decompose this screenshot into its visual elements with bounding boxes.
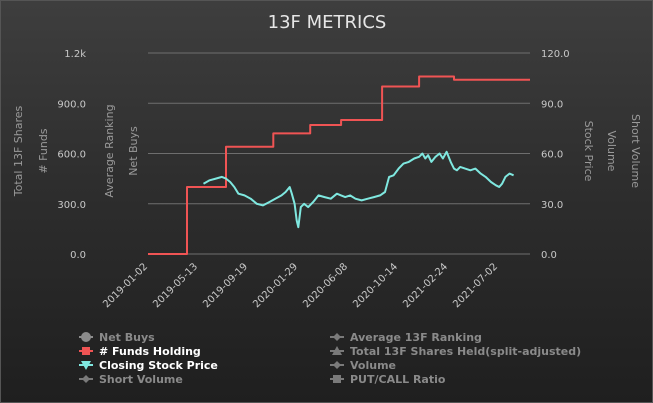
legend-item[interactable]: Net Buys: [79, 331, 155, 344]
legend-label: Average 13F Ranking: [350, 331, 482, 344]
right-axis-ticks: 0.0 30.0 60.0 90.0 120.0: [541, 49, 570, 261]
left-tick-label: 1.2k: [64, 49, 86, 60]
chart-title: 13F METRICS: [268, 12, 387, 33]
legend-square-icon: [333, 375, 341, 383]
left-axis-title: Total 13F Shares: [12, 105, 25, 197]
left-tick-label: 0.0: [70, 250, 86, 261]
left-axis-title: Average Ranking: [103, 104, 116, 197]
legend-triangle-icon: [332, 346, 342, 355]
legend-diamond-icon: [333, 361, 341, 369]
left-tick-label: 900.0: [57, 99, 86, 110]
legend-square-icon: [82, 347, 90, 355]
x-tick-label: 2019-05-13: [151, 261, 200, 310]
legend-diamond-icon: [333, 333, 341, 341]
left-tick-label: 600.0: [57, 150, 86, 161]
right-tick-label: 120.0: [541, 49, 570, 60]
legend-item[interactable]: Total 13F Shares Held(split-adjusted): [330, 345, 581, 358]
right-tick-label: 90.0: [541, 99, 563, 110]
series-line-closing-stock-price: [203, 150, 514, 229]
legend-item[interactable]: PUT/CALL Ratio: [330, 373, 446, 386]
legend-label: # Funds Holding: [99, 345, 201, 358]
legend-item[interactable]: Closing Stock Price: [79, 359, 218, 372]
right-tick-label: 30.0: [541, 200, 563, 211]
right-tick-label: 60.0: [541, 150, 563, 161]
right-axis-title: Short Volume: [629, 114, 642, 188]
legend-triangle-down-icon: [81, 361, 91, 370]
x-tick-label: 2019-01-02: [101, 261, 150, 310]
right-axis-title: Volume: [605, 131, 618, 172]
x-tick-label: 2021-07-02: [451, 261, 500, 310]
legend-label: Total 13F Shares Held(split-adjusted): [350, 345, 581, 358]
right-tick-label: 0.0: [541, 250, 557, 261]
x-axis-ticks: 2019-01-02 2019-05-13 2019-09-19 2020-01-29…: [101, 261, 500, 310]
legend-label: PUT/CALL Ratio: [350, 373, 446, 386]
legend-label: Closing Stock Price: [99, 359, 218, 372]
legend-item[interactable]: Volume: [330, 359, 396, 372]
left-axis-ticks: 0.0 300.0 600.0 900.0 1.2k: [57, 49, 86, 261]
legend-label: Net Buys: [99, 331, 155, 344]
x-tick-label: 2020-10-14: [351, 261, 400, 310]
legend-label: Short Volume: [99, 373, 183, 386]
left-axis-title: Net Buys: [127, 126, 140, 176]
left-tick-label: 300.0: [57, 200, 86, 211]
x-tick-label: 2020-06-08: [301, 261, 350, 310]
left-axis-title: # Funds: [37, 128, 50, 173]
x-tick-label: 2021-02-24: [401, 261, 450, 310]
legend-item[interactable]: Short Volume: [79, 373, 183, 386]
x-tick-label: 2020-01-29: [251, 261, 300, 310]
legend-diamond-icon: [82, 375, 90, 383]
right-axis-title: Stock Price: [582, 121, 595, 182]
legend-label: Volume: [350, 359, 396, 372]
legend-circle-icon: [81, 332, 91, 342]
series-line--funds-holding: [148, 75, 530, 255]
legend-item[interactable]: Average 13F Ranking: [330, 331, 482, 344]
legend[interactable]: Net Buys Average 13F Ranking # Funds Holdi…: [79, 331, 581, 386]
grid-lines: [148, 52, 530, 255]
axis-titles: Total 13F Shares # Funds Average Ranking Ne…: [12, 104, 642, 197]
x-tick-label: 2019-09-19: [201, 261, 250, 310]
legend-item[interactable]: # Funds Holding: [79, 345, 201, 358]
series-layer: [148, 75, 530, 255]
